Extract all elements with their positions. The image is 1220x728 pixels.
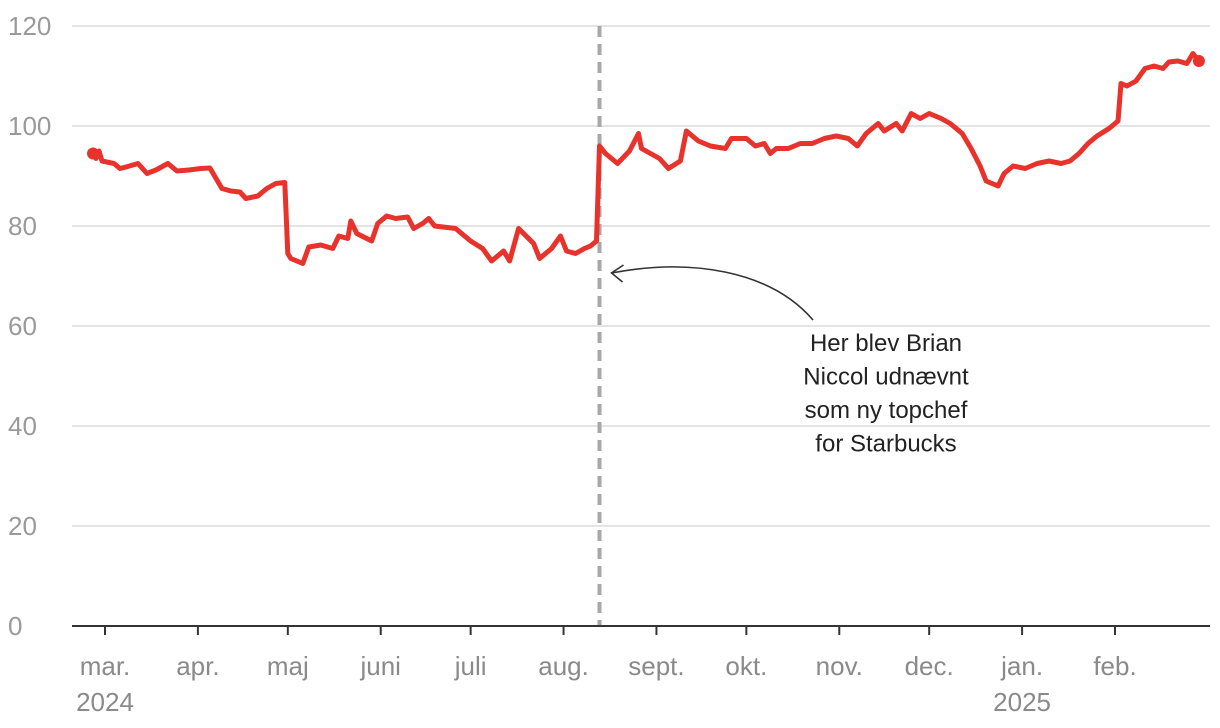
x-tick-label: feb. bbox=[1093, 651, 1136, 681]
x-tick-label: okt. bbox=[725, 651, 767, 681]
x-tick-label: sept. bbox=[628, 651, 684, 681]
annotation-text: for Starbucks bbox=[815, 431, 956, 458]
y-tick-label: 120 bbox=[8, 11, 51, 41]
y-tick-label: 60 bbox=[8, 311, 37, 341]
series-line bbox=[90, 51, 1202, 266]
annotation-arrow bbox=[611, 266, 814, 321]
series-start-point bbox=[87, 147, 100, 160]
y-tick-label: 20 bbox=[8, 511, 37, 541]
x-tick-label: nov. bbox=[816, 651, 863, 681]
x-tick-label: juni bbox=[359, 651, 400, 681]
y-tick-label: 40 bbox=[8, 411, 37, 441]
x-tick-label: aug. bbox=[538, 651, 589, 681]
y-tick-label: 80 bbox=[8, 211, 37, 241]
annotation-text: Her blev Brian bbox=[810, 330, 962, 357]
x-tick-label: juli bbox=[454, 651, 487, 681]
annotation-text: som ny topchef bbox=[805, 397, 968, 424]
y-tick-label: 100 bbox=[8, 111, 51, 141]
x-tick-label: jan. bbox=[1000, 651, 1043, 681]
series-end-point bbox=[1192, 55, 1205, 67]
x-tick-label: dec. bbox=[905, 651, 954, 681]
x-year-label: 2024 bbox=[76, 687, 134, 717]
x-tick-label: mar. bbox=[80, 651, 131, 681]
annotation-arrowhead bbox=[610, 264, 624, 283]
annotation-text: Niccol udnævnt bbox=[803, 364, 969, 391]
x-tick-label: apr. bbox=[176, 651, 219, 681]
y-tick-label: 0 bbox=[8, 611, 22, 641]
x-tick-label: maj bbox=[267, 651, 309, 681]
x-year-label: 2025 bbox=[993, 687, 1051, 717]
